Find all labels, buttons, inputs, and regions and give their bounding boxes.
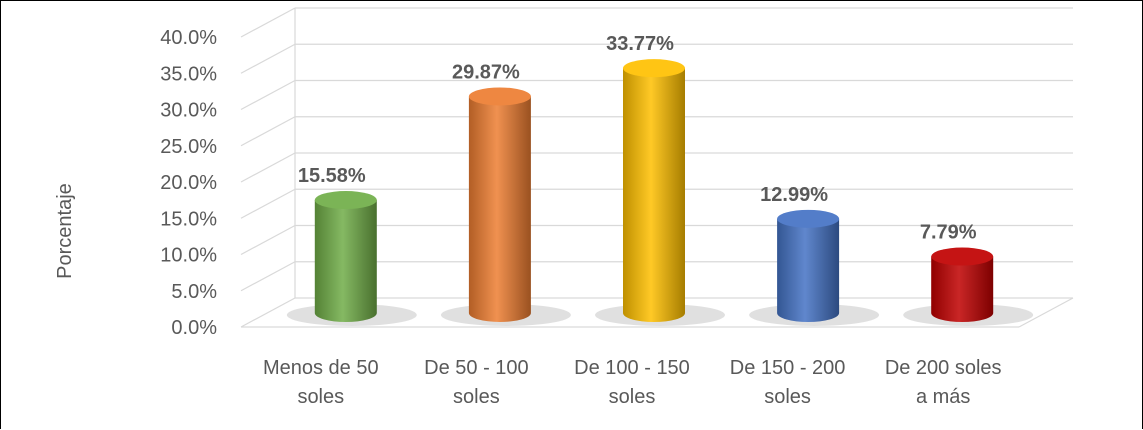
x-tick-label: De 50 - 100 soles xyxy=(424,357,529,408)
data-label: 29.87% xyxy=(452,61,520,83)
bar-top xyxy=(931,247,994,266)
gridline-side xyxy=(240,224,296,256)
y-tick-label: 15.0% xyxy=(160,208,217,230)
y-axis-title: Porcentaje xyxy=(54,183,76,279)
bar xyxy=(286,191,417,326)
y-tick-label: 40.0% xyxy=(160,27,217,49)
x-tick-label: De 200 soles a más xyxy=(885,357,1002,408)
bar xyxy=(749,209,880,326)
x-tick-label: De 100 - 150 soles xyxy=(574,357,690,408)
bar xyxy=(903,247,1034,326)
bar-top xyxy=(314,191,377,210)
bar-body xyxy=(931,256,994,322)
x-axis-categories: Menos de 50 soles De 50 - 100 soles De 100 -… xyxy=(263,357,1002,408)
bar-body xyxy=(468,96,531,322)
x-tick-label: Menos de 50 soles xyxy=(263,357,379,408)
gridline-side xyxy=(240,152,296,183)
gridline-side xyxy=(240,116,296,147)
y-tick-label: 35.0% xyxy=(160,63,217,85)
data-label: 7.79% xyxy=(920,222,977,244)
y-tick-label: 0.0% xyxy=(171,317,217,339)
data-label: 12.99% xyxy=(760,184,828,206)
y-axis-ticks: 0.0% 5.0% 10.0% 15.0% 20.0% 25.0% 30.0% 35.0% 40… xyxy=(160,27,217,339)
data-label: 33.77% xyxy=(606,33,674,55)
gridline-side xyxy=(240,79,296,111)
data-label: 15.58% xyxy=(298,165,366,187)
gridline-side xyxy=(240,297,296,328)
bars xyxy=(286,59,1034,326)
y-tick-label: 30.0% xyxy=(160,100,217,122)
gridline-side xyxy=(240,43,296,74)
bar-top xyxy=(777,209,840,228)
bar xyxy=(440,87,571,326)
bar xyxy=(595,59,725,326)
data-labels: 15.58% 29.87% 33.77% 12.99% 7.79% xyxy=(298,33,977,243)
bar-body xyxy=(623,68,685,322)
gridline-side xyxy=(240,261,296,292)
gridline-side xyxy=(240,188,296,219)
bar-body xyxy=(777,218,840,322)
floor-right-edge xyxy=(1018,297,1074,328)
y-tick-label: 20.0% xyxy=(160,172,217,194)
x-tick-label: De 150 - 200 soles xyxy=(730,357,846,408)
bar-body xyxy=(314,200,377,322)
bar-top xyxy=(468,87,531,106)
bar-top xyxy=(623,59,685,78)
y-tick-label: 10.0% xyxy=(160,245,217,267)
y-tick-label: 5.0% xyxy=(171,281,217,303)
gridline-side xyxy=(240,7,296,38)
y-tick-label: 25.0% xyxy=(160,136,217,158)
